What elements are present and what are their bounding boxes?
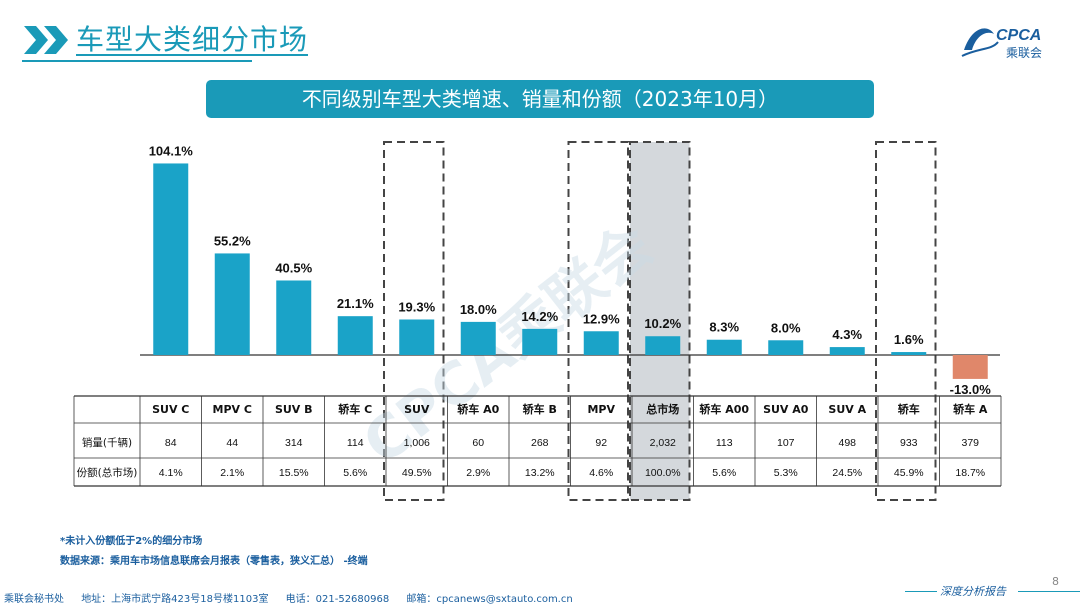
category-label-SUV A: SUV A xyxy=(828,403,866,416)
category-label-轿车 A00: 轿车 A00 xyxy=(699,402,749,416)
sales-value-SUV C: 84 xyxy=(165,437,177,449)
share-value-总市场: 100.0% xyxy=(645,467,681,479)
cpca-logo: CPCA 乘联会 xyxy=(961,27,1042,60)
row-label-share: 份额(总市场) xyxy=(77,466,138,479)
data-label-SUV C: 104.1% xyxy=(149,143,194,158)
footer-address: 地址：上海市武宁路423号18号楼1103室 xyxy=(81,594,269,605)
sales-value-SUV A: 498 xyxy=(838,437,856,449)
share-value-轿车 A00: 5.6% xyxy=(712,467,736,479)
share-value-SUV B: 15.5% xyxy=(279,467,309,479)
sales-value-轿车 C: 114 xyxy=(347,437,364,449)
bar-轿车 A xyxy=(952,355,988,379)
sales-value-MPV: 92 xyxy=(595,437,607,449)
data-label-轿车 A00: 8.3% xyxy=(709,320,739,335)
footer-org: 乘联会秘书处 xyxy=(4,594,64,605)
bar-轿车 xyxy=(891,352,927,355)
data-label-总市场: 10.2% xyxy=(644,316,681,331)
category-label-轿车 A: 轿车 A xyxy=(953,402,988,416)
sales-value-SUV: 1,006 xyxy=(404,437,430,449)
sales-value-轿车 A0: 60 xyxy=(472,437,484,449)
footer-email: 邮箱：cpcanews@sxtauto.com.cn xyxy=(406,594,573,605)
title-underline xyxy=(22,60,252,62)
category-label-MPV: MPV xyxy=(587,403,615,416)
footnote-source: 数据来源：乘用车市场信息联席会月报表（零售表，狭义汇总） -终端 xyxy=(60,556,368,567)
bar-SUV C xyxy=(153,163,189,355)
page-title: 车型大类细分市场 xyxy=(76,23,309,56)
category-label-SUV B: SUV B xyxy=(275,403,313,416)
data-label-MPV: 12.9% xyxy=(583,311,620,326)
chart-banner-title: 不同级别车型大类增速、销量和份额（2023年10月） xyxy=(206,80,874,118)
bar-MPV C xyxy=(214,253,250,355)
bar-轿车 C xyxy=(337,316,373,355)
sales-value-总市场: 2,032 xyxy=(650,437,676,449)
share-value-MPV C: 2.1% xyxy=(220,467,244,479)
data-label-轿车 A: -13.0% xyxy=(950,382,992,397)
bar-MPV xyxy=(583,331,619,355)
category-label-SUV C: SUV C xyxy=(152,403,189,416)
highlight-box-总市场 xyxy=(629,141,691,501)
data-label-轿车 B: 14.2% xyxy=(521,309,558,324)
category-label-轿车 B: 轿车 B xyxy=(523,402,557,416)
report-tag: 深度分析报告 xyxy=(940,585,1006,598)
sales-value-轿车 B: 268 xyxy=(531,437,549,449)
share-value-SUV A: 24.5% xyxy=(832,467,862,479)
category-label-SUV A0: SUV A0 xyxy=(763,403,809,416)
data-label-SUV A: 4.3% xyxy=(832,327,862,342)
data-label-轿车 C: 21.1% xyxy=(337,296,374,311)
share-value-MPV: 4.6% xyxy=(589,467,613,479)
sales-value-轿车 A: 379 xyxy=(961,437,979,449)
bar-SUV B xyxy=(276,280,312,355)
data-label-轿车 A0: 18.0% xyxy=(460,302,497,317)
share-value-轿车: 45.9% xyxy=(894,467,924,479)
highlight-box-轿车 xyxy=(875,141,937,501)
bar-总市场 xyxy=(645,336,681,355)
share-value-SUV C: 4.1% xyxy=(159,467,183,479)
data-label-SUV B: 40.5% xyxy=(275,260,312,275)
sales-value-轿车 A00: 113 xyxy=(716,437,733,449)
category-label-总市场: 总市场 xyxy=(646,402,679,416)
sales-value-轿车: 933 xyxy=(900,437,918,449)
bar-轿车 A0 xyxy=(460,321,496,355)
footer-phone: 电话：021-52680968 xyxy=(285,594,390,605)
data-label-SUV A0: 8.0% xyxy=(771,320,801,335)
share-value-轿车 C: 5.6% xyxy=(343,467,367,479)
bar-轿车 B xyxy=(522,328,558,355)
data-label-轿车: 1.6% xyxy=(894,332,924,347)
category-label-MPV C: MPV C xyxy=(213,403,252,416)
sales-value-SUV B: 314 xyxy=(285,437,303,449)
share-value-SUV A0: 5.3% xyxy=(774,467,798,479)
share-value-轿车 A: 18.7% xyxy=(955,467,985,479)
bar-轿车 A00 xyxy=(706,339,742,355)
share-value-轿车 A0: 2.9% xyxy=(466,467,490,479)
footnote-share: *未计入份额低于2%的细分市场 xyxy=(60,536,203,547)
sales-value-MPV C: 44 xyxy=(226,437,238,449)
category-label-轿车 A0: 轿车 A0 xyxy=(457,402,499,416)
category-label-轿车: 轿车 xyxy=(898,402,920,416)
logo-subtitle: 乘联会 xyxy=(1006,46,1042,60)
highlight-box-SUV xyxy=(383,141,445,501)
chevron-arrows-icon xyxy=(24,26,68,54)
highlight-box-MPV xyxy=(567,141,629,501)
category-label-SUV: SUV xyxy=(404,403,430,416)
logo-text: CPCA xyxy=(996,27,1041,44)
bar-SUV xyxy=(399,319,435,355)
bar-SUV A xyxy=(829,347,865,355)
data-label-SUV: 19.3% xyxy=(398,299,435,314)
share-value-SUV: 49.5% xyxy=(402,467,432,479)
page-number: 8 xyxy=(1052,575,1059,588)
tag-line-right xyxy=(1018,591,1080,592)
sales-value-SUV A0: 107 xyxy=(777,437,795,449)
category-label-轿车 C: 轿车 C xyxy=(338,402,372,416)
row-label-sales: 销量(千辆) xyxy=(82,436,132,449)
data-label-MPV C: 55.2% xyxy=(214,233,251,248)
bar-SUV A0 xyxy=(768,340,804,355)
share-value-轿车 B: 13.2% xyxy=(525,467,555,479)
tag-line-left xyxy=(905,591,937,592)
footer-bar: 乘联会秘书处 地址：上海市武宁路423号18号楼1103室 电话：021-526… xyxy=(0,592,960,608)
